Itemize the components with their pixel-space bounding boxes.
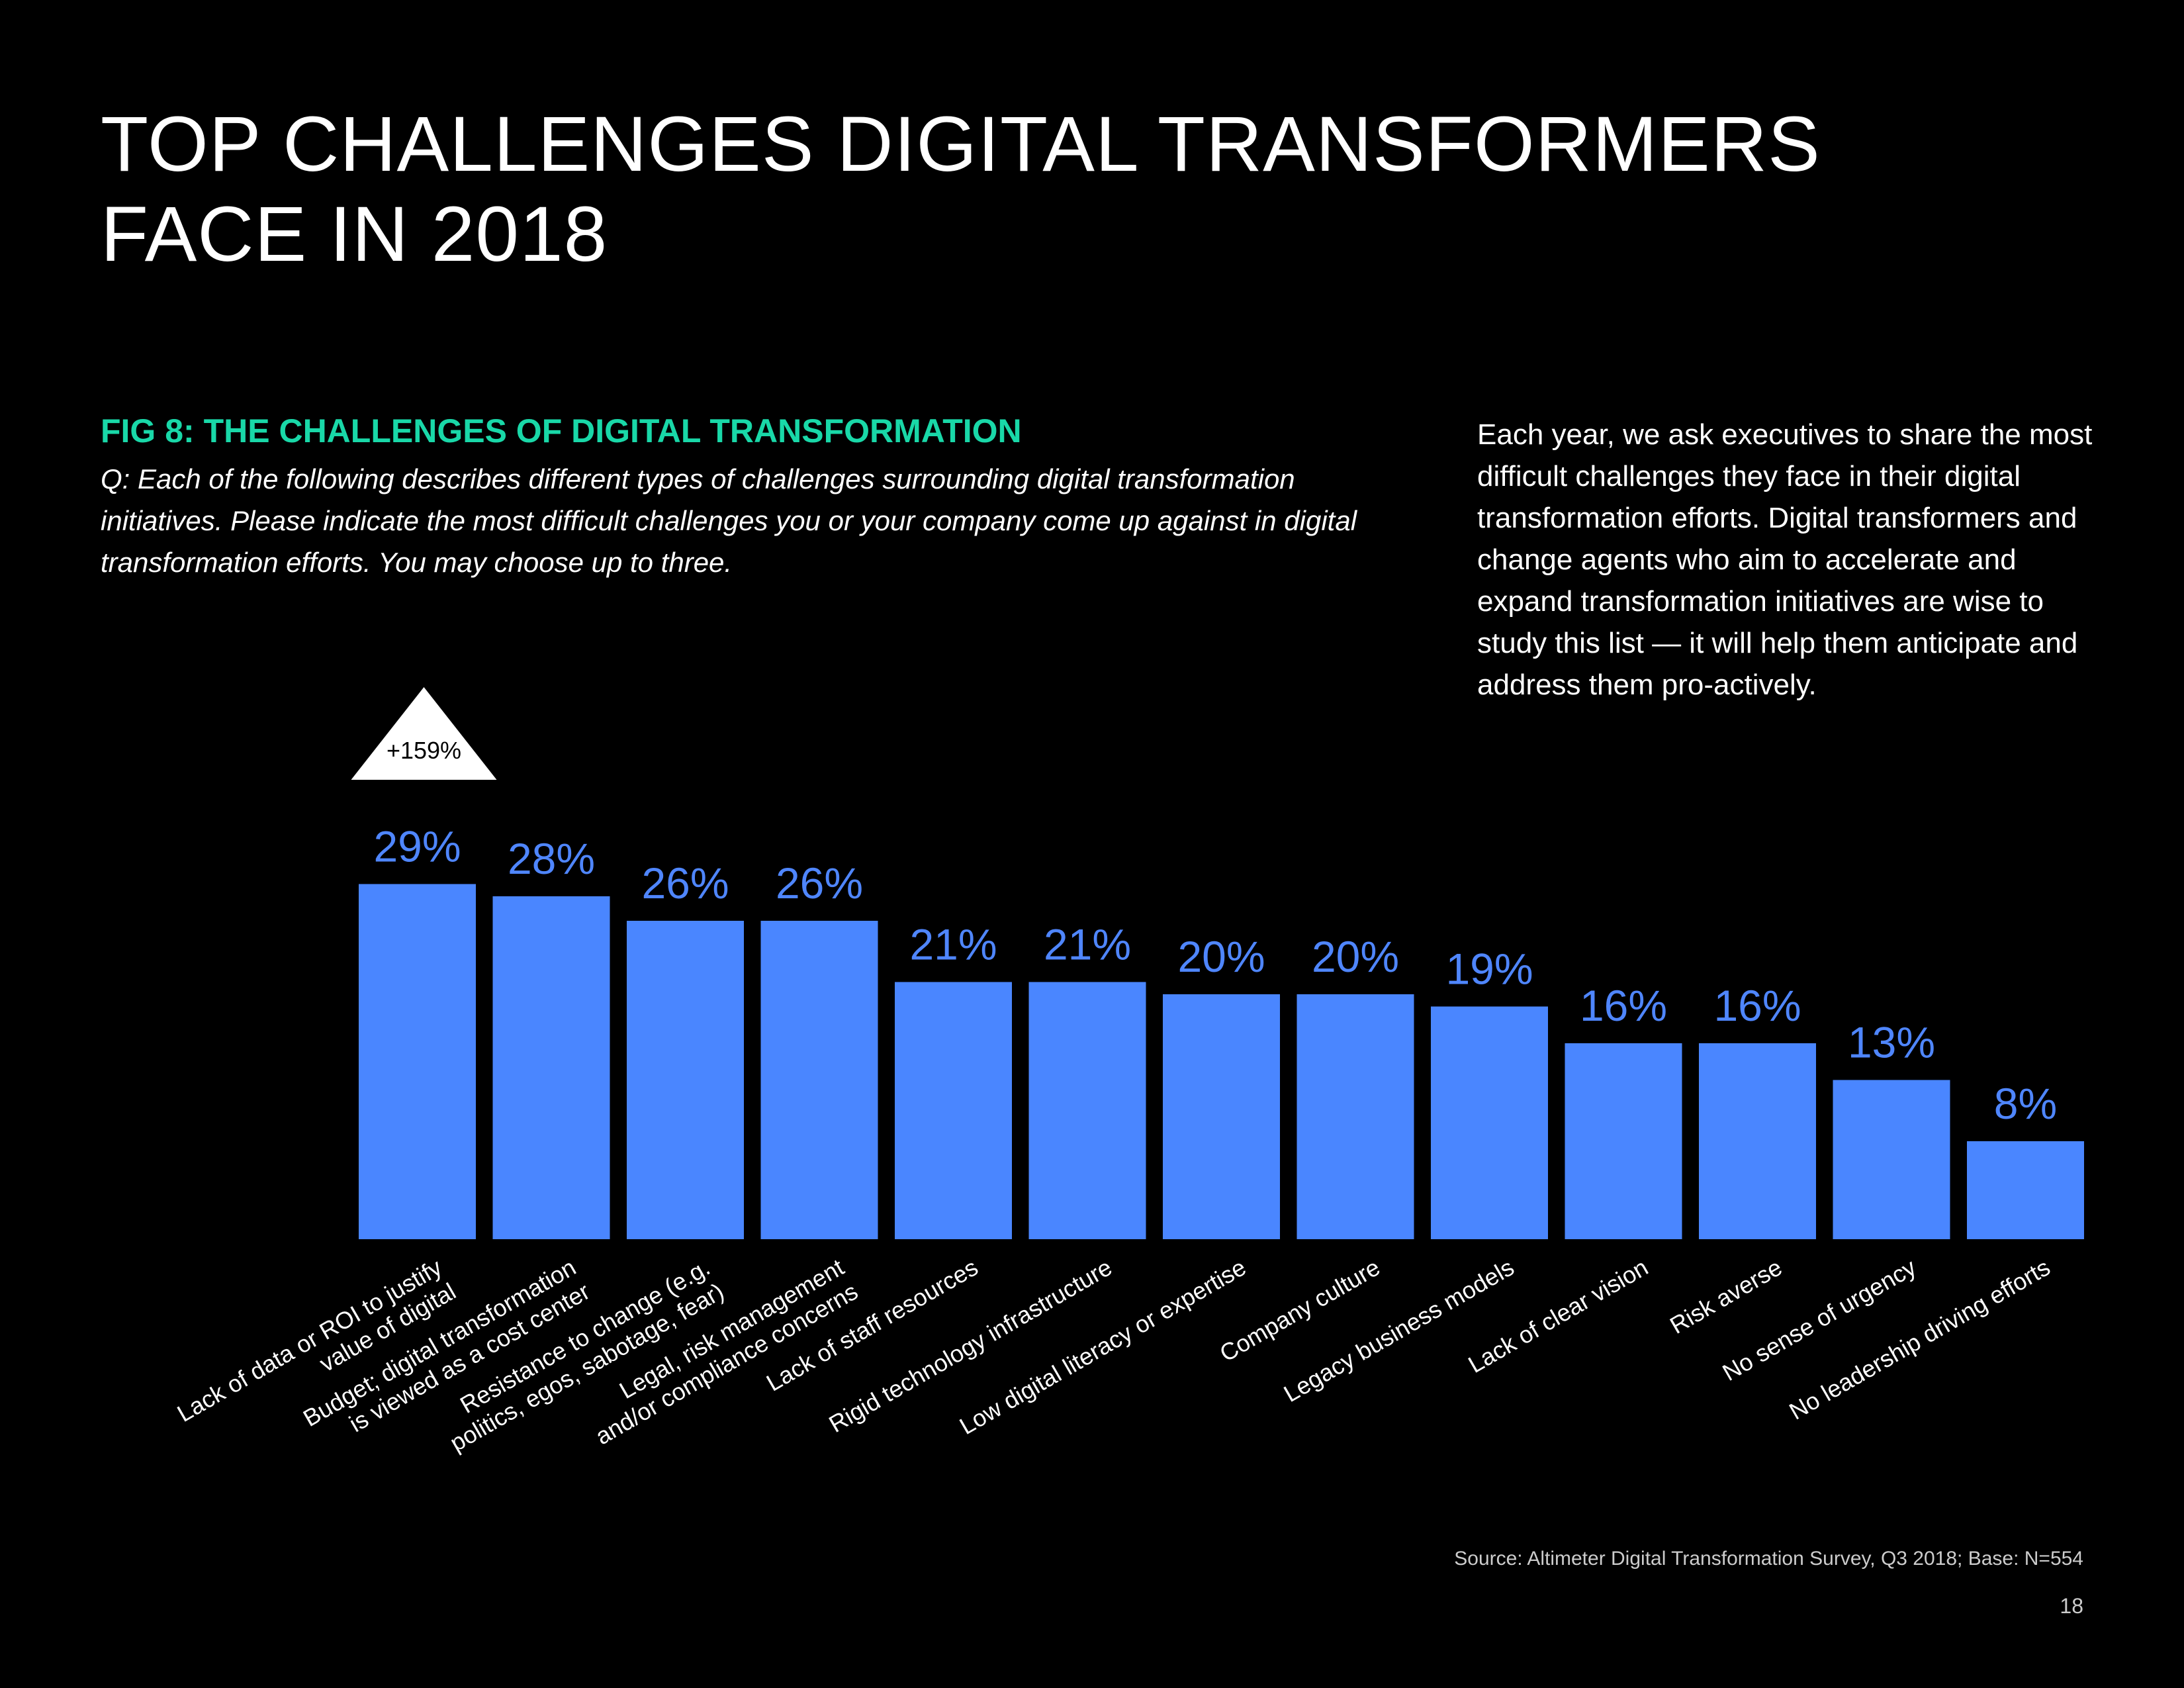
bar-5 [1028,982,1146,1239]
bar-1 [492,896,610,1239]
category-label-12: No leadership driving efforts [1784,1253,2054,1425]
bar-7 [1297,994,1414,1239]
bar-value-label-9: 16% [1580,981,1667,1030]
bar-value-label-5: 21% [1044,920,1131,969]
survey-question: Q: Each of the following describes diffe… [101,463,1357,578]
bar-value-label-0: 29% [373,822,461,871]
page-title: TOP CHALLENGES DIGITAL TRANSFORMERS FACE… [101,99,1888,279]
bar-value-label-4: 21% [909,920,997,969]
category-label-12-line-0: No leadership driving efforts [1784,1253,2054,1425]
bar-value-label-1: 28% [508,834,595,883]
bar-value-label-3: 26% [776,859,863,908]
bar-value-label-11: 13% [1848,1018,1935,1067]
bar-value-label-6: 20% [1177,932,1265,981]
bar-3 [760,921,878,1239]
bar-11 [1833,1080,1950,1239]
bar-2 [627,921,744,1239]
bar-value-label-2: 26% [641,859,729,908]
annotation-label: +159% [387,737,461,764]
page-number: 18 [2060,1594,2083,1618]
category-label-10: Risk averse [1665,1253,1786,1339]
bar-4 [895,982,1012,1239]
bar-12 [1967,1141,2084,1239]
page-title-line-2: FACE IN 2018 [101,191,608,278]
bar-8 [1431,1006,1548,1239]
bar-6 [1163,994,1280,1239]
source-note: Source: Altimeter Digital Transformation… [1454,1548,2083,1570]
bar-value-label-12: 8% [1994,1079,2057,1128]
bar-value-label-8: 19% [1445,945,1533,994]
category-label-8-line-0: Legacy business models [1279,1253,1519,1407]
figure-title: FIG 8: THE CHALLENGES OF DIGITAL TRANSFO… [101,412,1022,449]
category-label-10-line-0: Risk averse [1665,1253,1786,1339]
page-title-line-1: TOP CHALLENGES DIGITAL TRANSFORMERS [101,101,1821,188]
bar-value-label-10: 16% [1713,981,1801,1030]
category-label-8: Legacy business models [1279,1253,1519,1407]
bar-0 [359,884,476,1239]
annotation-triangle [351,687,497,780]
bar-10 [1699,1043,1816,1239]
bar-9 [1565,1043,1682,1239]
sidebar-commentary: Each year, we ask executives to share th… [1477,418,2093,701]
bar-value-label-7: 20% [1312,932,1399,981]
